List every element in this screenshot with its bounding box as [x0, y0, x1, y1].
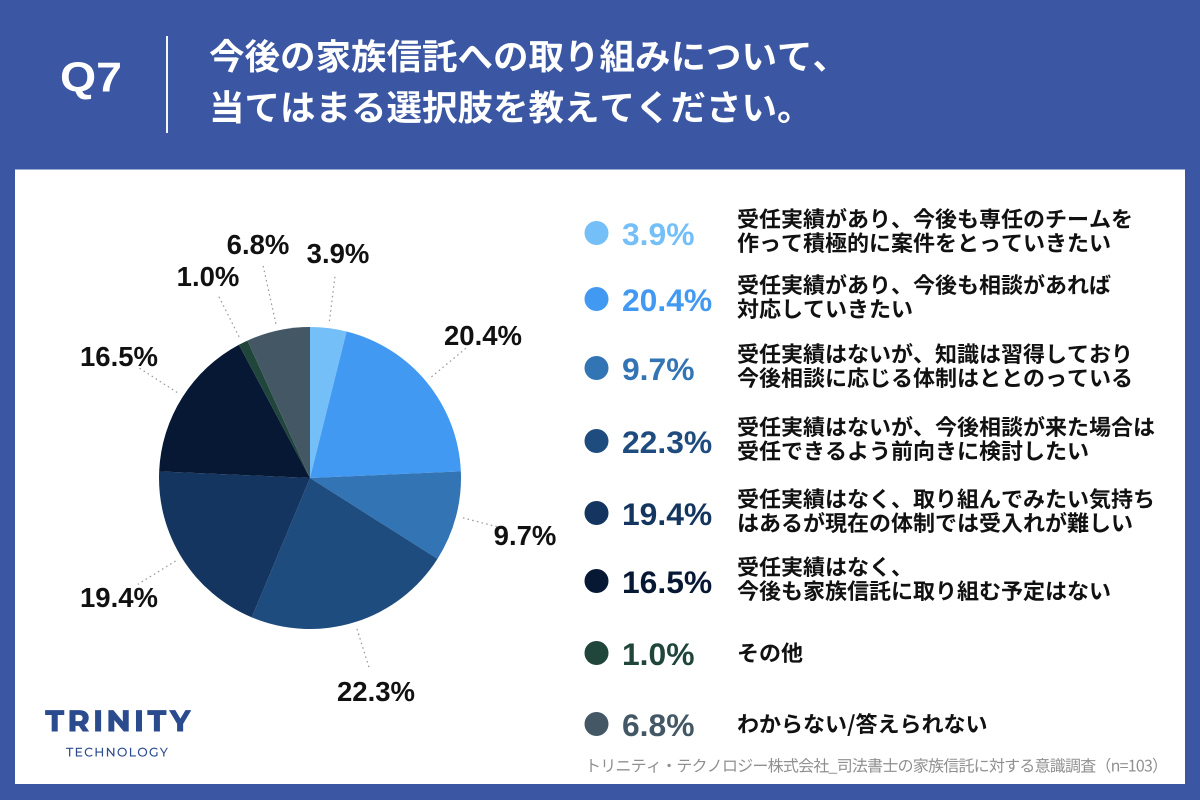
svg-text:1.0%: 1.0% [622, 636, 694, 672]
svg-text:16.5%: 16.5% [80, 341, 158, 372]
svg-text:9.7%: 9.7% [622, 351, 694, 387]
svg-text:19.4%: 19.4% [622, 496, 712, 532]
svg-text:3.9%: 3.9% [622, 216, 694, 252]
svg-text:3.9%: 3.9% [307, 238, 370, 269]
svg-text:20.4%: 20.4% [444, 320, 522, 351]
svg-text:6.8%: 6.8% [622, 707, 694, 743]
svg-text:22.3%: 22.3% [622, 424, 712, 460]
svg-text:1.0%: 1.0% [177, 261, 240, 292]
svg-text:22.3%: 22.3% [337, 676, 415, 707]
svg-text:6.8%: 6.8% [227, 229, 290, 260]
svg-text:16.5%: 16.5% [622, 564, 712, 600]
svg-text:20.4%: 20.4% [622, 282, 712, 318]
svg-text:19.4%: 19.4% [80, 582, 158, 613]
svg-text:Q7: Q7 [60, 54, 122, 101]
svg-text:9.7%: 9.7% [494, 520, 557, 551]
